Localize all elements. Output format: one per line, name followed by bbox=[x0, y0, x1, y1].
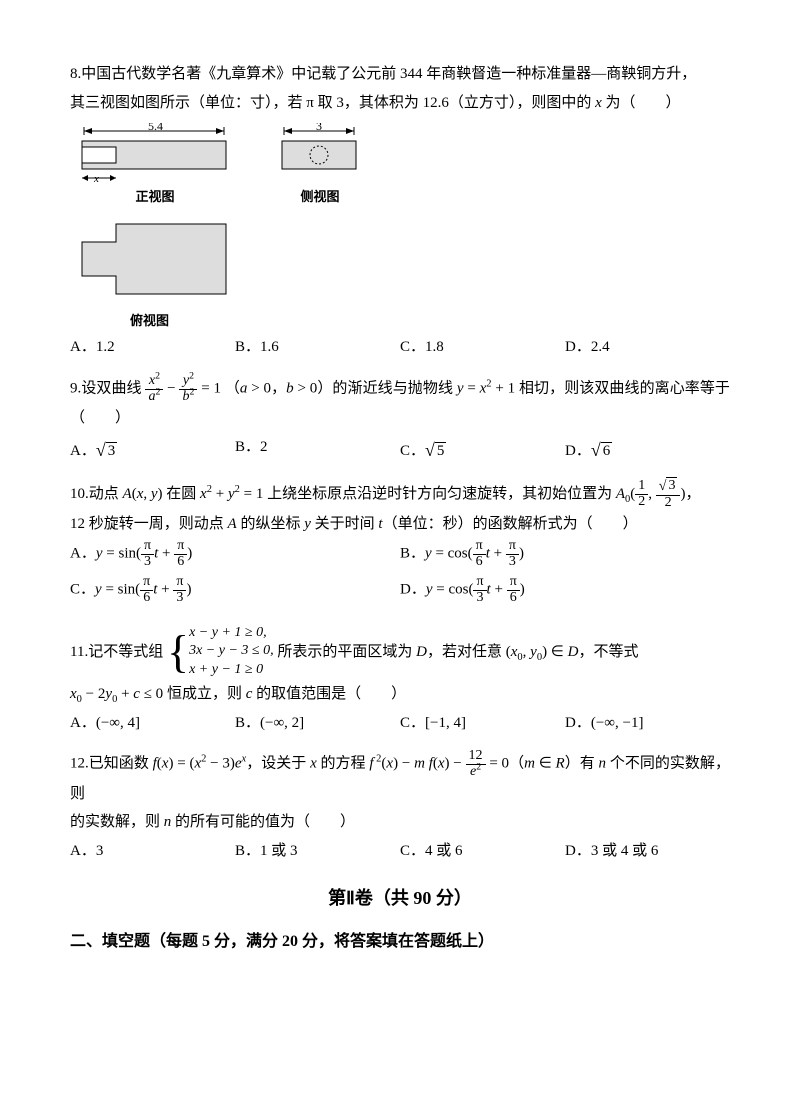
q8-opt-b: B．1.6 bbox=[235, 333, 400, 362]
q12-options: A．3 B．1 或 3 C．4 或 6 D．3 或 4 或 6 bbox=[70, 837, 730, 866]
q10-opt-b: B．y = cos(π6t + π3) bbox=[400, 539, 730, 569]
q11-sys2: 3x − y − 3 ≤ 0, bbox=[189, 642, 274, 661]
side-label: 侧视图 bbox=[300, 185, 339, 210]
fill-blank-heading: 二、填空题（每题 5 分，满分 20 分，将答案填在答题纸上） bbox=[70, 927, 730, 957]
q8-side-view: 3 侧视图 bbox=[270, 123, 370, 210]
front-label: 正视图 bbox=[135, 185, 174, 210]
svg-text:3: 3 bbox=[316, 123, 322, 133]
q11-sys1: x − y + 1 ≥ 0, bbox=[189, 624, 274, 643]
q11-num: 11. bbox=[70, 643, 88, 659]
q11-opt-a: A．(−∞, 4] bbox=[70, 709, 235, 738]
q12-opt-a: A．3 bbox=[70, 837, 235, 866]
q9-num: 9. bbox=[70, 381, 81, 397]
top-view-icon bbox=[70, 212, 240, 307]
q11-opt-b: B．(−∞, 2] bbox=[235, 709, 400, 738]
svg-text:x: x bbox=[93, 173, 99, 183]
q9-opt-a: A．√3 bbox=[70, 433, 235, 467]
q8-opt-c: C．1.8 bbox=[400, 333, 565, 362]
q8-front-view: 5.4 x 正视图 bbox=[70, 123, 240, 210]
q11-stem-2: x0 − 2y0 + c ≤ 0 恒成立，则 c 的取值范围是（ ） bbox=[70, 680, 730, 709]
question-9: 9.设双曲线 x2a2 − y2b2 = 1 （a > 0，b > 0）的渐近线… bbox=[70, 374, 730, 467]
q8-opt-d: D．2.4 bbox=[565, 333, 730, 362]
question-11: 11.记不等式组 { x − y + 1 ≥ 0, 3x − y − 3 ≤ 0… bbox=[70, 624, 730, 738]
q9-opt-c: C．√5 bbox=[400, 433, 565, 467]
q12-stem-2: 的实数解，则 n 的所有可能的值为（ ） bbox=[70, 808, 730, 837]
q11-sys3: x + y − 1 ≥ 0 bbox=[189, 661, 274, 680]
q8-options: A．1.2 B．1.6 C．1.8 D．2.4 bbox=[70, 333, 730, 362]
question-10: 10.动点 A(x, y) 在圆 x2 + y2 = 1 上绕坐标原点沿逆时针方… bbox=[70, 479, 730, 612]
section-2-title: 第Ⅱ卷（共 90 分） bbox=[70, 881, 730, 915]
front-view-icon: 5.4 x bbox=[70, 123, 240, 183]
q8-stem-2: 其三视图如图所示（单位：寸），若 π 取 3，其体积为 12.6（立方寸），则图… bbox=[70, 89, 730, 118]
q10-opt-a: A．y = sin(π3t + π6) bbox=[70, 539, 400, 569]
q8-num: 8. bbox=[70, 66, 81, 82]
q9-opt-b: B．2 bbox=[235, 433, 400, 467]
q9-opt-d: D．√6 bbox=[565, 433, 730, 467]
q12-stem-1: 12.已知函数 f(x) = (x2 − 3)ex，设关于 x 的方程 f 2(… bbox=[70, 749, 730, 808]
q8-stem-1: 8.中国古代数学名著《九章算术》中记载了公元前 344 年商鞅督造一种标准量器—… bbox=[70, 60, 730, 89]
q11-stem-1: 11.记不等式组 { x − y + 1 ≥ 0, 3x − y − 3 ≤ 0… bbox=[70, 624, 730, 681]
q10-options: A．y = sin(π3t + π6) B．y = cos(π6t + π3) … bbox=[70, 539, 730, 612]
q8-opt-a: A．1.2 bbox=[70, 333, 235, 362]
q10-stem-1: 10.动点 A(x, y) 在圆 x2 + y2 = 1 上绕坐标原点沿逆时针方… bbox=[70, 479, 730, 510]
q10-opt-c: C．y = sin(π6t + π3) bbox=[70, 575, 400, 605]
dim-5-4: 5.4 bbox=[148, 123, 163, 133]
q11-opt-c: C．[−1, 4] bbox=[400, 709, 565, 738]
question-8: 8.中国古代数学名著《九章算术》中记载了公元前 344 年商鞅督造一种标准量器—… bbox=[70, 60, 730, 362]
q9-stem: 9.设双曲线 x2a2 − y2b2 = 1 （a > 0，b > 0）的渐近线… bbox=[70, 374, 730, 433]
q11-system: { x − y + 1 ≥ 0, 3x − y − 3 ≤ 0, x + y −… bbox=[167, 624, 274, 681]
q8-diagram-row1: 5.4 x 正视图 3 侧视图 bbox=[70, 123, 730, 210]
q10-opt-d: D．y = cos(π3t + π6) bbox=[400, 575, 730, 605]
top-label: 俯视图 bbox=[130, 309, 169, 334]
q11-options: A．(−∞, 4] B．(−∞, 2] C．[−1, 4] D．(−∞, −1] bbox=[70, 709, 730, 738]
q12-num: 12. bbox=[70, 756, 89, 772]
q10-num: 10. bbox=[70, 486, 89, 502]
q12-opt-c: C．4 或 6 bbox=[400, 837, 565, 866]
q12-opt-b: B．1 或 3 bbox=[235, 837, 400, 866]
side-view-icon: 3 bbox=[270, 123, 370, 183]
question-12: 12.已知函数 f(x) = (x2 − 3)ex，设关于 x 的方程 f 2(… bbox=[70, 749, 730, 865]
q12-opt-d: D．3 或 4 或 6 bbox=[565, 837, 730, 866]
q10-stem-2: 12 秒旋转一周，则动点 A 的纵坐标 y 关于时间 t（单位：秒）的函数解析式… bbox=[70, 510, 730, 539]
q9-options: A．√3 B．2 C．√5 D．√6 bbox=[70, 433, 730, 467]
q8-top-view: 俯视图 bbox=[70, 212, 730, 334]
q11-opt-d: D．(−∞, −1] bbox=[565, 709, 730, 738]
